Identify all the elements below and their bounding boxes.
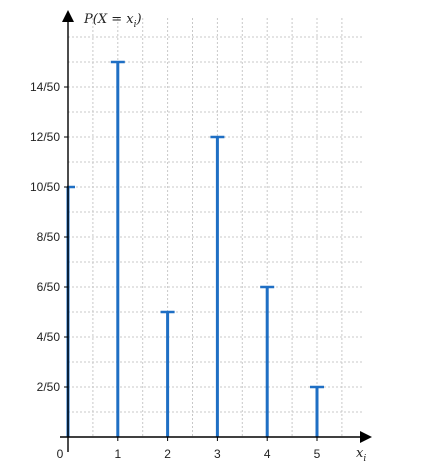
- x-tick-label: 0: [57, 447, 64, 461]
- y-tick-label: 8/50: [37, 230, 61, 244]
- x-axis-label-base: x: [356, 446, 364, 461]
- y-tick-label: 10/50: [30, 180, 60, 194]
- x-tick-label: 5: [314, 447, 321, 461]
- y-tick-label: 2/50: [37, 380, 61, 394]
- x-tick-label: 4: [264, 447, 271, 461]
- y-tick-label: 12/50: [30, 130, 60, 144]
- grid: [68, 18, 362, 437]
- y-axis-label-subscript: i: [134, 20, 137, 30]
- y-tick-label: 14/50: [30, 80, 60, 94]
- y-axis-label-prefix: P(X = x: [83, 12, 134, 27]
- stems: [66, 60, 324, 437]
- y-axis-arrow-icon: [62, 10, 74, 22]
- y-axis-label-suffix: ): [135, 12, 141, 27]
- y-axis-label: P(X = xi): [83, 12, 142, 30]
- x-tick-label: 3: [214, 447, 221, 461]
- x-axis-label: xi: [356, 446, 366, 464]
- x-tick-label: 1: [114, 447, 121, 461]
- y-tick-label: 6/50: [37, 280, 61, 294]
- x-tick-label: 2: [164, 447, 171, 461]
- y-tick-label: 4/50: [37, 330, 61, 344]
- tick-labels: 2/50 4/50 6/50 8/50 10/50 12/50 14/50 0 1 2 3 4 5: [30, 80, 321, 461]
- axes: [60, 10, 372, 452]
- x-axis-label-subscript: i: [363, 454, 366, 464]
- x-axis-arrow-icon: [360, 431, 372, 443]
